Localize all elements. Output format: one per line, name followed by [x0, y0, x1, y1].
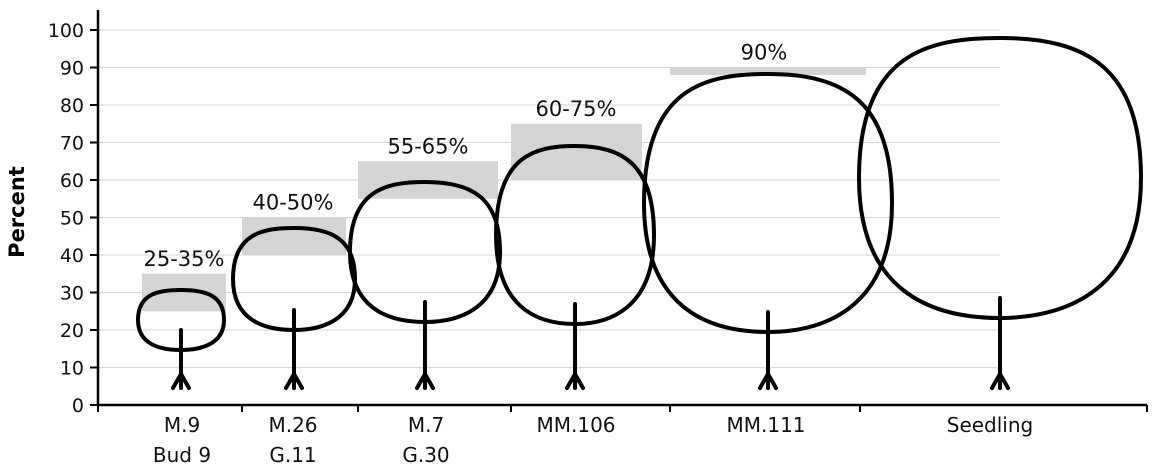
- tree-trunk: [990, 296, 1010, 390]
- range-label: 40-50%: [253, 191, 334, 215]
- y-axis-title: Percent: [5, 166, 29, 258]
- category-labels: M.9 Bud 9 M.26 G.11 M.7 G.30 MM.106 MM.111 Seedl…: [153, 413, 1033, 467]
- tree-canopy: [857, 36, 1143, 320]
- y-tick-label: 40: [60, 245, 84, 267]
- y-tick-label: 30: [60, 283, 84, 305]
- category-label: M.26: [268, 413, 317, 437]
- y-ticks: 0 10 20 30 40 50 60 70 80 90 100: [48, 20, 1148, 417]
- y-tick-label: 60: [60, 170, 84, 192]
- range-label: 60-75%: [536, 97, 617, 121]
- range-label: 90%: [741, 41, 788, 65]
- y-tick-label: 50: [60, 208, 84, 230]
- y-tick-label: 70: [60, 133, 84, 155]
- y-tick-label: 0: [72, 395, 84, 417]
- tree-canopy: [494, 144, 656, 326]
- tree-canopy: [348, 180, 502, 324]
- category-label: G.30: [402, 443, 449, 467]
- y-tick-label: 80: [60, 95, 84, 117]
- tree-canopy: [642, 72, 894, 334]
- range-bar: [670, 67, 866, 75]
- tree-trunk: [758, 310, 778, 390]
- tree-trunk: [284, 308, 304, 390]
- tree-trunk: [415, 300, 435, 390]
- category-label: M.7: [408, 413, 444, 437]
- tree-trunk: [171, 328, 191, 390]
- y-tick-label: 100: [48, 20, 84, 42]
- axes: [96, 10, 1147, 407]
- category-label: Seedling: [947, 413, 1033, 437]
- range-label: 25-35%: [144, 247, 225, 271]
- range-bars: [142, 67, 866, 312]
- tree-illustrations: [136, 36, 1143, 390]
- category-label: Bud 9: [153, 443, 211, 467]
- range-label: 55-65%: [388, 134, 469, 158]
- category-label: M.9: [164, 413, 200, 437]
- y-tick-label: 20: [60, 320, 84, 342]
- tree-canopy: [136, 288, 226, 352]
- category-label: MM.106: [536, 413, 615, 437]
- category-label: MM.111: [726, 413, 805, 437]
- y-tick-label: 90: [60, 58, 84, 80]
- range-bar: [242, 217, 346, 255]
- gridlines: [98, 29, 1000, 368]
- range-labels: 25-35% 40-50% 55-65% 60-75% 90%: [144, 41, 788, 271]
- y-tick-label: 10: [60, 358, 84, 380]
- category-label: G.11: [269, 443, 316, 467]
- tree-trunk: [565, 302, 585, 390]
